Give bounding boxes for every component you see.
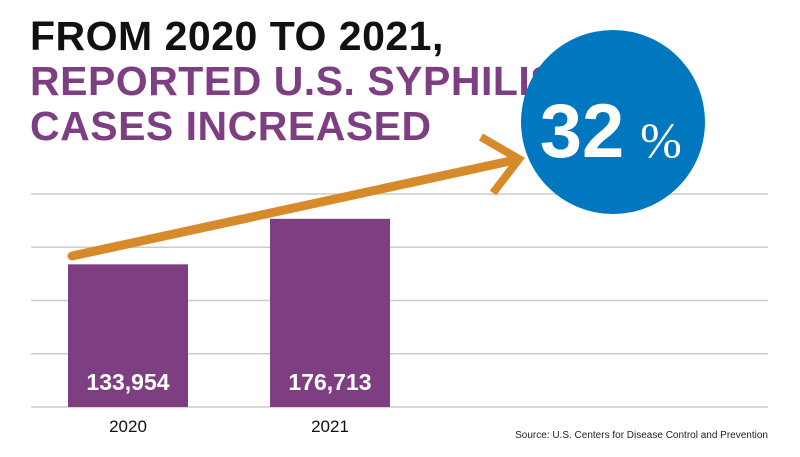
bar-2020 — [68, 264, 188, 407]
callout-unit: % — [640, 112, 682, 168]
callout-circle — [521, 30, 705, 214]
source-note: Source: U.S. Centers for Disease Control… — [515, 430, 768, 441]
increase-arrow — [67, 133, 525, 261]
bar-2021 — [270, 218, 390, 407]
x-tick-label: 2020 — [109, 417, 147, 436]
arrow-shaft — [67, 155, 520, 261]
x-tick-label: 2021 — [311, 417, 349, 436]
percent-callout: 32 % — [521, 30, 705, 214]
title-line-3: cases increased — [30, 103, 432, 149]
bars: 133,954 2020 176,713 2021 — [68, 218, 390, 436]
data-label: 176,713 — [288, 369, 371, 395]
data-label: 133,954 — [86, 369, 169, 395]
title-line-2: reported U.S. syphilis — [30, 58, 559, 104]
arrow-head — [478, 133, 525, 196]
callout-value: 32 — [540, 89, 625, 174]
chart-title: From 2020 to 2021, reported U.S. syphili… — [30, 14, 558, 149]
title-line-1: From 2020 to 2021, — [30, 13, 444, 59]
